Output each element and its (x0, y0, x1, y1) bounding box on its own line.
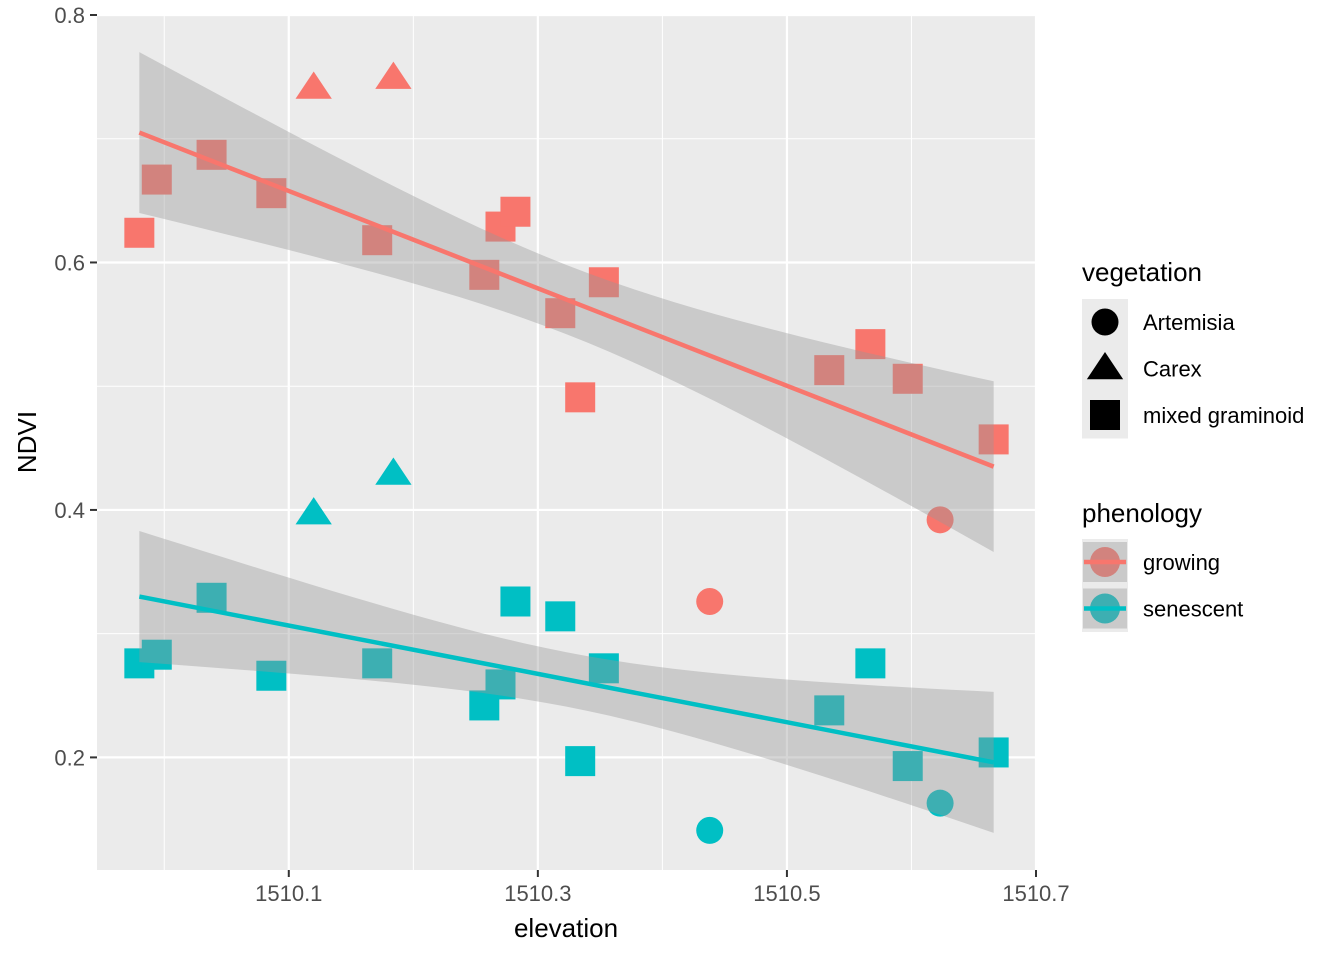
data-point-growing (500, 196, 531, 227)
legend-title-phenology: phenology (1082, 498, 1202, 528)
data-point-senescent (588, 653, 619, 684)
data-point-senescent (814, 695, 845, 726)
legend-label: Carex (1143, 357, 1202, 382)
data-point-growing (926, 506, 954, 534)
regression-line-senescent (138, 594, 995, 765)
regression-line-growing (138, 130, 995, 469)
data-point-senescent (500, 586, 531, 617)
data-point-growing (375, 61, 412, 89)
data-point-senescent (362, 648, 393, 679)
y-tick-label: 0.2 (54, 745, 85, 770)
data-point-senescent (565, 746, 596, 777)
legend-triangle-icon (1086, 352, 1124, 380)
axes: 1510.1 1510.3 1510.5 1510.7 0.2 0.4 0.6 0.8 (54, 3, 1069, 906)
data-point-growing (978, 424, 1009, 455)
data-point-senescent (696, 816, 724, 844)
legend-circle-icon (1091, 308, 1119, 336)
legend-label: Artemisia (1143, 310, 1235, 335)
data-point-senescent (375, 457, 412, 485)
x-tick-label: 1510.3 (504, 881, 571, 906)
legend-title-vegetation: vegetation (1082, 257, 1202, 287)
legend-label: mixed graminoid (1143, 403, 1304, 428)
data-point-senescent (892, 751, 923, 782)
data-point-senescent (485, 669, 516, 700)
fits (138, 52, 995, 833)
data-point-growing (124, 217, 155, 248)
points (124, 61, 1009, 844)
y-tick-label: 0.6 (54, 250, 85, 275)
legend: vegetation Artemisia Carex mixed graminoid p… (1082, 257, 1304, 632)
y-tick-label: 0.8 (54, 3, 85, 28)
y-axis-label: NDVI (12, 411, 42, 473)
data-point-senescent (295, 497, 332, 525)
data-point-growing (295, 71, 332, 99)
data-point-senescent (926, 789, 954, 817)
plot-panel (97, 15, 1036, 870)
data-point-growing (855, 329, 886, 360)
data-point-senescent (545, 601, 576, 632)
legend-label: senescent (1143, 597, 1243, 622)
x-axis-label: elevation (514, 913, 618, 943)
legend-square-icon (1090, 400, 1120, 430)
data-point-senescent (256, 660, 287, 691)
data-point-growing (588, 267, 619, 298)
data-point-growing (814, 355, 845, 386)
confidence-ribbon-growing (139, 52, 994, 553)
x-tick-label: 1510.5 (753, 881, 820, 906)
data-point-senescent (855, 648, 886, 679)
data-point-senescent (141, 639, 172, 670)
x-tick-label: 1510.1 (255, 881, 322, 906)
grid (97, 13, 1038, 870)
data-point-growing (696, 587, 724, 615)
data-point-growing (892, 363, 923, 394)
y-tick-label: 0.4 (54, 498, 85, 523)
data-point-growing (141, 164, 172, 195)
confidence-ribbon-senescent (139, 530, 994, 833)
data-point-growing (565, 382, 596, 413)
legend-label: growing (1143, 550, 1220, 575)
x-tick-label: 1510.7 (1002, 881, 1069, 906)
